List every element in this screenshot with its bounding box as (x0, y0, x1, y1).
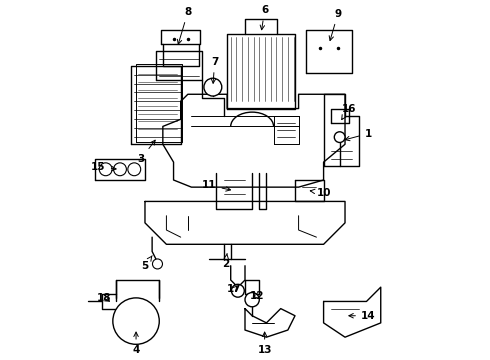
Text: 2: 2 (222, 253, 229, 269)
Text: 1: 1 (345, 129, 372, 141)
Text: 12: 12 (250, 291, 265, 301)
Circle shape (114, 163, 126, 176)
Text: 5: 5 (141, 256, 152, 271)
Text: 17: 17 (227, 284, 242, 294)
Circle shape (113, 298, 159, 344)
Text: 6: 6 (260, 5, 268, 30)
Circle shape (204, 78, 222, 96)
Circle shape (152, 259, 163, 269)
Text: 4: 4 (132, 332, 140, 355)
Text: 16: 16 (342, 104, 356, 120)
Text: 3: 3 (138, 140, 155, 163)
Circle shape (128, 163, 141, 176)
Circle shape (99, 163, 112, 176)
Text: 10: 10 (310, 188, 331, 198)
Text: 9: 9 (329, 9, 342, 41)
Circle shape (334, 132, 345, 143)
Text: 8: 8 (177, 7, 192, 44)
Circle shape (231, 284, 245, 297)
Text: 15: 15 (91, 162, 116, 172)
Text: 14: 14 (349, 311, 375, 321)
Text: 7: 7 (211, 57, 219, 83)
Text: 13: 13 (257, 332, 272, 355)
Text: 11: 11 (202, 180, 230, 191)
Circle shape (245, 293, 259, 307)
Text: 18: 18 (97, 293, 111, 303)
